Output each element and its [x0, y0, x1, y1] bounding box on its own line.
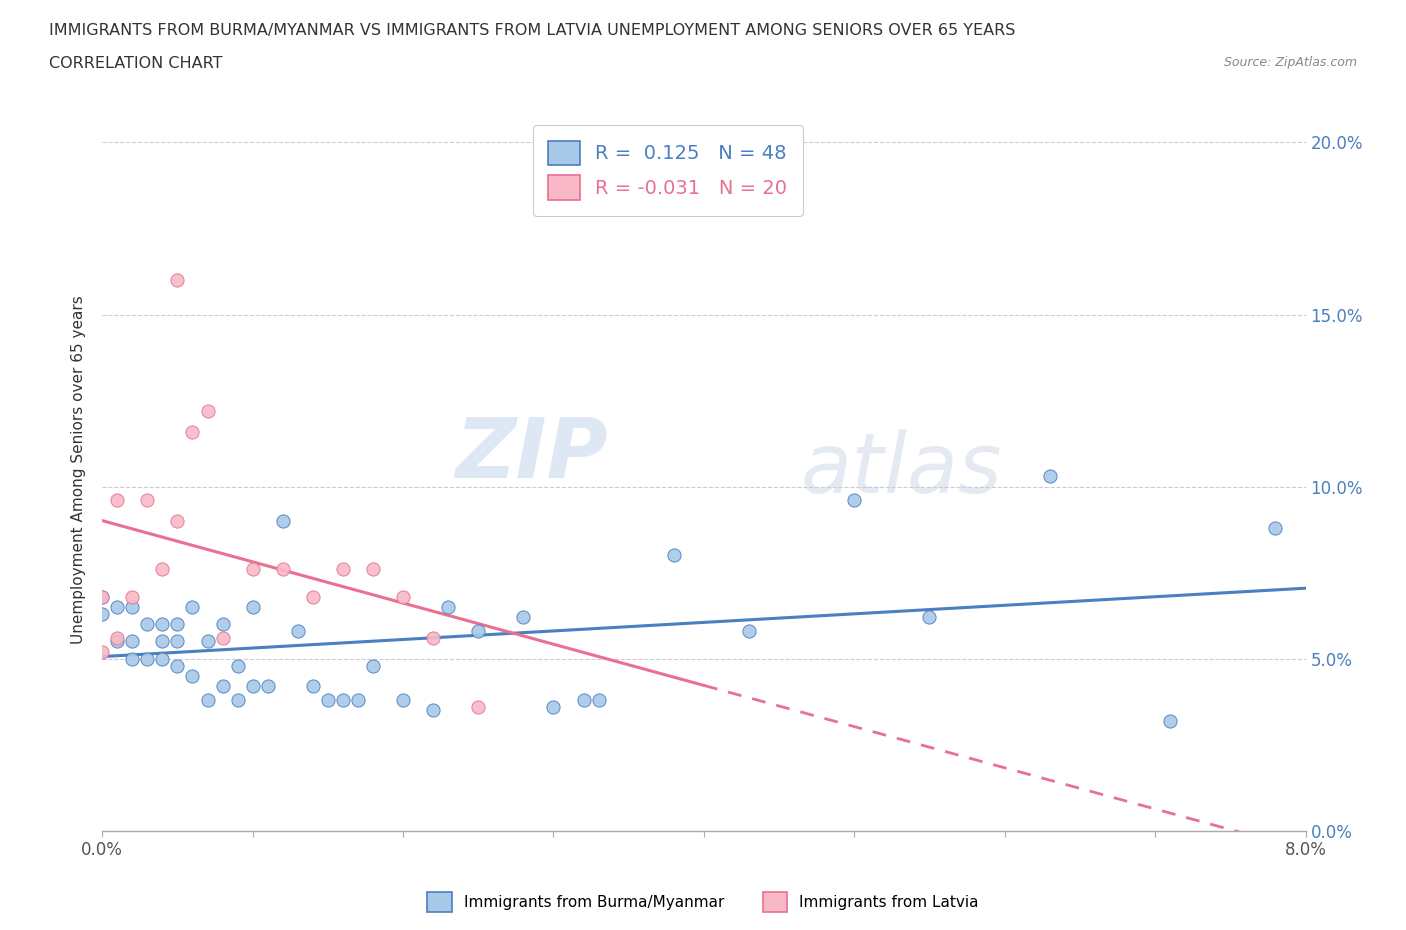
- Point: [242, 679, 264, 694]
- Point: [467, 699, 489, 714]
- Point: [150, 651, 173, 666]
- Point: [572, 693, 595, 708]
- Point: [422, 703, 444, 718]
- Text: ZIP: ZIP: [456, 415, 607, 496]
- Point: [738, 624, 761, 639]
- Point: [392, 590, 415, 604]
- Point: [211, 617, 233, 631]
- Point: [467, 624, 489, 639]
- Point: [287, 624, 309, 639]
- Point: [197, 404, 219, 418]
- Text: atlas: atlas: [800, 429, 1001, 510]
- Point: [105, 631, 128, 645]
- Point: [588, 693, 610, 708]
- Point: [121, 634, 143, 649]
- Point: [242, 562, 264, 577]
- Point: [226, 658, 249, 673]
- Point: [361, 562, 384, 577]
- Point: [332, 562, 354, 577]
- Point: [512, 610, 534, 625]
- Point: [361, 658, 384, 673]
- Point: [121, 600, 143, 615]
- Legend: R =  0.125   N = 48, R = -0.031   N = 20: R = 0.125 N = 48, R = -0.031 N = 20: [533, 125, 803, 216]
- Point: [166, 617, 188, 631]
- Point: [301, 679, 323, 694]
- Point: [242, 600, 264, 615]
- Point: [136, 493, 159, 508]
- Point: [150, 562, 173, 577]
- Point: [1264, 521, 1286, 536]
- Point: [105, 634, 128, 649]
- Point: [150, 634, 173, 649]
- Point: [91, 606, 114, 621]
- Point: [91, 644, 114, 659]
- Legend: Immigrants from Burma/Myanmar, Immigrants from Latvia: Immigrants from Burma/Myanmar, Immigrant…: [422, 886, 984, 918]
- Point: [166, 634, 188, 649]
- Point: [91, 590, 114, 604]
- Point: [301, 590, 323, 604]
- Point: [1159, 713, 1181, 728]
- Text: CORRELATION CHART: CORRELATION CHART: [49, 56, 222, 71]
- Y-axis label: Unemployment Among Seniors over 65 years: Unemployment Among Seniors over 65 years: [72, 295, 86, 644]
- Point: [918, 610, 941, 625]
- Text: IMMIGRANTS FROM BURMA/MYANMAR VS IMMIGRANTS FROM LATVIA UNEMPLOYMENT AMONG SENIO: IMMIGRANTS FROM BURMA/MYANMAR VS IMMIGRA…: [49, 23, 1015, 38]
- Point: [181, 600, 204, 615]
- Point: [332, 693, 354, 708]
- Point: [1039, 469, 1062, 484]
- Point: [271, 513, 294, 528]
- Point: [844, 493, 866, 508]
- Point: [181, 669, 204, 684]
- Point: [422, 631, 444, 645]
- Point: [166, 658, 188, 673]
- Point: [197, 634, 219, 649]
- Point: [181, 424, 204, 439]
- Point: [121, 590, 143, 604]
- Point: [316, 693, 339, 708]
- Point: [271, 562, 294, 577]
- Point: [347, 693, 370, 708]
- Point: [392, 693, 415, 708]
- Point: [166, 272, 188, 287]
- Point: [437, 600, 460, 615]
- Point: [150, 617, 173, 631]
- Point: [136, 651, 159, 666]
- Text: Source: ZipAtlas.com: Source: ZipAtlas.com: [1223, 56, 1357, 69]
- Point: [256, 679, 278, 694]
- Point: [121, 651, 143, 666]
- Point: [136, 617, 159, 631]
- Point: [91, 590, 114, 604]
- Point: [197, 693, 219, 708]
- Point: [543, 699, 565, 714]
- Point: [105, 493, 128, 508]
- Point: [105, 600, 128, 615]
- Point: [226, 693, 249, 708]
- Point: [211, 631, 233, 645]
- Point: [166, 513, 188, 528]
- Point: [211, 679, 233, 694]
- Point: [662, 548, 685, 563]
